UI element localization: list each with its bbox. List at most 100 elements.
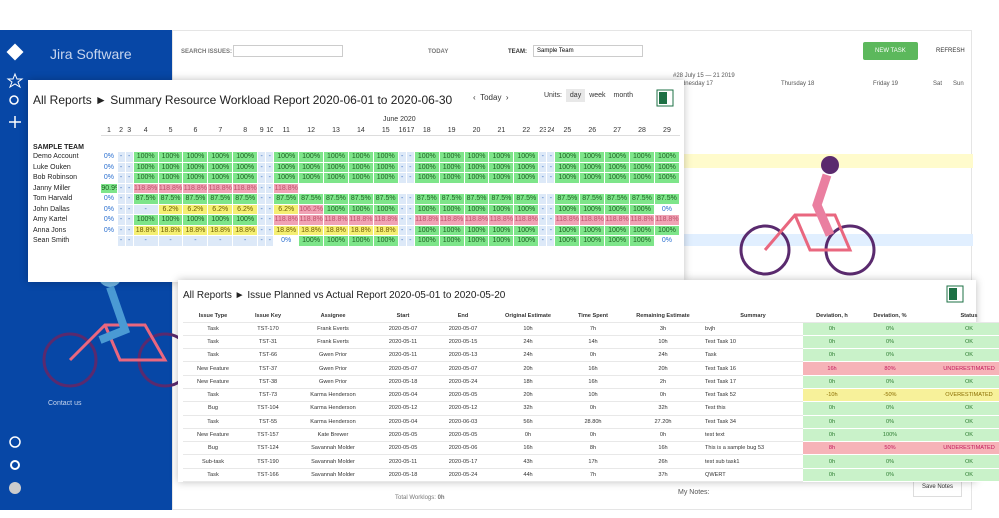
issue-cell: 20h [623,361,703,376]
star-icon[interactable] [6,72,24,89]
breadcrumb[interactable]: All Reports [183,290,232,301]
today-button[interactable]: Today [480,93,502,102]
settings-icon[interactable] [10,460,20,470]
day-header: 19 [439,125,465,136]
sidebar-icons [6,43,24,494]
issue-cell: 2020-05-12 [433,401,493,416]
workload-cell: 6.2% [182,204,209,215]
workload-cell: 100% [464,235,490,247]
workload-cell: 87.5% [182,193,209,205]
label: Total Worklogs: [395,495,436,501]
day-header: 16 [398,125,407,136]
workload-cell [398,183,407,194]
issue-cell: 14h [563,335,623,350]
issue-cell: TST-170 [243,322,293,336]
issue-cell: 2020-05-24 [433,375,493,389]
workload-cell: 100% [323,204,349,215]
workload-cell: - [257,151,267,163]
workload-cell: - [133,235,159,247]
workload-cell: - [117,162,126,173]
workload-cell: 100% [554,204,581,215]
search-input[interactable] [233,45,343,57]
issue-cell: New Feature [183,361,243,376]
save-notes[interactable]: Save Notes [913,477,963,497]
issue-cell: 2h [623,375,703,389]
workload-cell: - [546,193,556,205]
issue-cell: 2020-05-05 [433,388,493,403]
day-header: 24 [546,125,556,136]
issue-cell: OK [919,348,999,363]
workload-cell: 100% [323,235,349,247]
issue-cell: 2020-05-24 [433,468,493,483]
unit-option[interactable]: day [565,89,586,102]
issue-cell: TST-31 [243,335,293,350]
day-header: Thursday 18 [781,81,815,87]
issue-cell: Gwen Prior [293,348,373,363]
excel-icon[interactable] [656,89,674,107]
issue-cell: 43h [493,454,563,469]
workload-cell: 100% [554,151,581,163]
workload-cell: 118.8% [323,214,349,226]
workload-cell: - [125,214,134,226]
workload-cell: 87.5% [654,193,681,205]
workload-cell: - [546,235,556,247]
issue-cell: 0% [861,415,919,429]
day-header: Sun [953,81,964,87]
issue-cell: 24h [493,335,563,350]
avatar[interactable] [9,482,21,494]
corner [28,125,102,136]
resource-name: Sean Smith [28,235,102,247]
resource-row: Tom Harvald 0% - -87.5% 87.5% 87.5% 87.5% 87.5%… [28,193,681,205]
column-header: Assignee [293,310,373,323]
issue-cell: 0h [803,322,861,336]
workload-cell: - [257,162,267,173]
issue-cell: 2020-05-05 [373,441,433,456]
team-select[interactable]: Sample Team [533,45,643,57]
workload-cell: 100% [554,162,581,173]
workload-cell [554,183,581,194]
workload-cell: 6.2% [207,204,234,215]
issue-cell: 2020-06-03 [433,415,493,429]
workload-cell: - [265,204,275,215]
issue-cell: 20h [493,361,563,376]
excel-icon[interactable] [946,285,964,303]
search-icon[interactable] [9,95,19,105]
issue-cell: Test Task 52 [703,388,803,403]
issue-cell: Frank Everts [293,322,373,336]
issue-cell: 16h [493,441,563,456]
issue-cell: 20h [493,388,563,403]
refresh-button[interactable]: REFRESH [936,48,965,54]
resource-name: John Dallas [28,204,102,215]
workload-cell [406,183,415,194]
issue-cell: OK [919,415,999,429]
workload-cell: - [117,214,126,226]
issue-cell: 17h [563,454,623,469]
issue-cell: 27.20h [623,415,703,429]
new-task-button[interactable]: NEW TASK [863,42,918,60]
unit-option[interactable]: month [613,92,634,99]
workload-cell: 100% [414,162,440,173]
unit-option[interactable]: week [589,92,606,99]
breadcrumb[interactable]: All Reports [33,93,92,107]
workload-cell: 118.8% [348,214,374,226]
workload-cell: 100% [604,172,631,184]
workload-cell: 100% [232,214,259,226]
workload-cell: - [257,204,267,215]
planned-table: Issue Type Issue Key Assignee Start End Origi… [183,310,999,483]
issue-cell: 0% [861,401,919,416]
today-button[interactable]: TODAY [428,49,449,55]
workload-cell: 100% [579,225,606,236]
workload-cell: - [207,235,234,247]
day-header: 26 [579,125,606,136]
issue-cell: Gwen Prior [293,361,373,376]
issue-row: Bug TST-124 Savannah Molder 2020-05-05 2020-… [183,441,999,456]
workload-cell: 100% [348,204,374,215]
workload-cell: 100% [654,225,681,236]
resource-row: Bob Robinson 0% - -100% 100% 100% 100% 100% - -10… [28,172,681,184]
workload-cell [654,183,681,194]
contact-link[interactable]: Contact us [48,400,82,407]
help-icon[interactable] [9,436,21,448]
workload-cell: 100% [604,204,631,215]
workload-cell: - [265,214,275,226]
workload-cell: - [125,235,134,247]
